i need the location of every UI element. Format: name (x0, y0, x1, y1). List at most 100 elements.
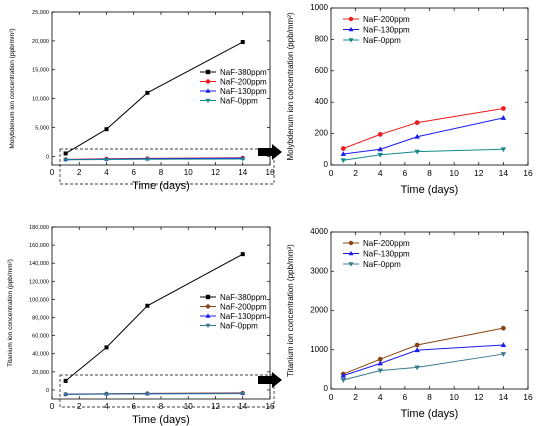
x-tick-label: 2 (77, 402, 82, 411)
data-point (240, 40, 245, 45)
x-tick-label: 10 (449, 392, 459, 402)
x-tick-label: 8 (159, 168, 164, 177)
x-tick-label: 0 (50, 402, 55, 411)
series-line-naf-380ppm (65, 253, 243, 382)
x-tick-label: 16 (266, 168, 275, 177)
y-axis-label: Molybdenum ion concentration (ppb/mm²) (286, 12, 295, 160)
legend-marker (205, 304, 211, 309)
legend-marker (205, 294, 211, 300)
data-point (377, 152, 384, 158)
x-tick-label: 12 (474, 392, 484, 402)
y-tick-label: 160,000 (29, 243, 49, 249)
data-point (340, 158, 347, 164)
x-tick-label: 10 (184, 168, 193, 177)
data-point (145, 157, 150, 162)
data-point (145, 303, 150, 308)
legend-marker (205, 323, 211, 329)
data-point (500, 147, 507, 153)
zoom-box-titanium (59, 374, 275, 408)
y-tick-label: 120,000 (29, 279, 49, 285)
y-tick-label: 100,000 (29, 297, 49, 303)
x-tick-label: 16 (523, 392, 533, 402)
x-tick-label: 14 (499, 168, 509, 178)
x-tick-label: 10 (184, 402, 193, 411)
chart-molybdenum-full: 0 2 4 6 8 10 12 14 16 0 5,000 10,000 15,000 20,000 25,… (9, 10, 275, 192)
x-tick-label: 10 (449, 168, 459, 178)
x-tick-label: 6 (132, 168, 137, 177)
data-point (240, 392, 246, 397)
legend-marker (205, 98, 211, 104)
data-point (377, 368, 384, 374)
legend-label: NaF-200ppm (220, 303, 267, 312)
x-tick-label: 0 (50, 168, 55, 177)
x-axis-label: Time (days) (401, 408, 459, 420)
y-tick-label: 10,000 (32, 97, 49, 103)
data-point (63, 158, 68, 163)
x-tick-label: 8 (427, 168, 432, 178)
y-tick-label: 80,000 (32, 316, 49, 322)
chart-molybdenum-zoom: 0 2 4 6 8 10 12 14 16 0 200 400 600 800 1000 Time (days… (286, 3, 533, 196)
legend-marker (348, 240, 354, 246)
x-tick-label: 14 (499, 392, 509, 402)
legend-label: NaF-130ppm (363, 26, 410, 35)
data-point (104, 127, 109, 132)
y-tick-label: 400 (315, 97, 329, 106)
chart-titanium-full: 0 2 4 6 8 10 12 14 16 0 20,000 40,000 60,000 80,000 10… (7, 225, 275, 426)
y-tick-label: 2000 (310, 306, 328, 315)
x-tick-label: 0 (329, 392, 334, 402)
legend-marker (205, 313, 211, 318)
data-point (377, 131, 383, 137)
y-tick-label: 60,000 (32, 334, 49, 340)
legend-label: NaF-0ppm (220, 97, 258, 106)
arrow-right-icon (258, 372, 282, 388)
legend-label: NaF-130ppm (363, 250, 410, 259)
arrow-right-icon (258, 144, 282, 160)
y-tick-label: 1000 (310, 345, 328, 354)
y-tick-label: 600 (315, 66, 329, 75)
data-point (500, 325, 506, 331)
legend-label: NaF-200ppm (363, 15, 410, 24)
x-tick-label: 2 (77, 168, 82, 177)
data-point (340, 151, 347, 156)
legend-marker (205, 79, 211, 84)
x-tick-label: 16 (266, 402, 275, 411)
x-tick-label: 4 (104, 168, 109, 177)
x-tick-label: 16 (523, 168, 533, 178)
data-point (500, 342, 507, 347)
legend-label: NaF-200ppm (363, 239, 410, 248)
chart-titanium-zoom: 0 2 4 6 8 10 12 14 16 0 1000 2000 3000 4000 Time (days… (286, 227, 533, 420)
x-tick-label: 14 (238, 402, 247, 411)
y-tick-label: 15,000 (32, 68, 49, 74)
y-tick-label: 0 (46, 388, 49, 394)
zoom-indicators (59, 144, 282, 408)
x-tick-label: 4 (378, 168, 383, 178)
data-point (63, 151, 68, 156)
legend-marker (205, 69, 211, 75)
x-axis-label: Time (days) (401, 184, 459, 196)
y-tick-label: 25,000 (32, 10, 49, 16)
y-tick-label: 140,000 (29, 261, 49, 267)
data-point (414, 365, 420, 371)
y-tick-label: 5,000 (35, 125, 49, 131)
y-tick-label: 200 (315, 129, 329, 138)
legend-label: NaF-200ppm (220, 78, 267, 87)
data-point (104, 157, 109, 162)
legend-label: NaF-130ppm (220, 312, 267, 321)
x-tick-label: 8 (427, 392, 432, 402)
y-tick-label: 4000 (310, 227, 328, 236)
legend-marker (348, 38, 354, 43)
series-line-naf-0ppm (343, 148, 504, 161)
data-point (145, 392, 150, 397)
legend-marker (348, 262, 354, 267)
x-tick-label: 8 (159, 402, 164, 411)
x-tick-label: 6 (132, 402, 137, 411)
data-point (104, 345, 109, 350)
data-point (377, 356, 383, 362)
y-tick-label: 180,000 (29, 225, 49, 231)
data-point (340, 378, 347, 383)
y-tick-label: 0 (324, 384, 329, 393)
